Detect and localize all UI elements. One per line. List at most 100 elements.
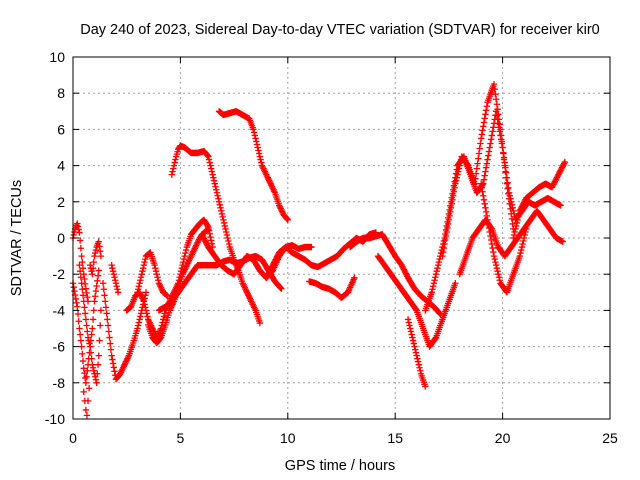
x-tick-label: 15: [387, 430, 403, 446]
data-point: [211, 180, 218, 187]
data-point: [521, 231, 528, 239]
data-point: [82, 406, 90, 414]
data-point: [79, 292, 87, 299]
data-point: [269, 261, 276, 269]
data-point: [268, 263, 276, 270]
data-point: [495, 274, 503, 281]
data-point: [142, 304, 149, 311]
data-point: [472, 175, 479, 182]
data-point: [410, 340, 418, 347]
data-point: [440, 244, 448, 252]
data-point: [110, 364, 118, 371]
data-point: [84, 334, 92, 341]
data-point: [216, 201, 223, 209]
data-point: [456, 162, 463, 169]
data-point: [171, 159, 178, 166]
data-point: [252, 135, 259, 142]
data-point: [85, 337, 92, 344]
data-point: [446, 212, 453, 220]
data-point: [497, 132, 505, 139]
data-point: [518, 246, 525, 254]
data-point: [80, 298, 87, 305]
data-point: [415, 361, 423, 368]
data-point: [78, 343, 85, 350]
data-point: [74, 310, 82, 318]
data-point: [510, 231, 518, 239]
y-tick-label: -8: [53, 375, 66, 391]
data-point: [412, 346, 419, 353]
data-point: [483, 103, 491, 110]
data-point: [477, 180, 485, 187]
y-tick-label: -10: [45, 411, 65, 427]
data-point: [552, 177, 559, 184]
data-point: [432, 274, 439, 281]
data-point: [250, 129, 258, 136]
data-point: [482, 107, 490, 114]
data-point: [493, 264, 501, 272]
data-point: [492, 96, 500, 103]
data-point: [454, 171, 461, 178]
data-point: [215, 195, 222, 202]
data-point: [270, 260, 277, 267]
data-point: [487, 236, 495, 244]
data-point: [432, 271, 440, 278]
data-point: [134, 322, 142, 329]
series-track-e: [86, 238, 105, 278]
data-point: [107, 340, 114, 347]
series-track-p: [306, 274, 358, 301]
series-track-v: [456, 207, 566, 278]
data-point: [112, 277, 119, 284]
data-point: [549, 182, 556, 190]
data-point: [505, 190, 512, 197]
data-point: [220, 219, 228, 227]
data-point: [225, 237, 232, 245]
data-point: [455, 165, 463, 172]
data-point: [80, 388, 87, 396]
data-point: [267, 266, 274, 273]
data-point: [501, 162, 508, 169]
data-point: [481, 200, 488, 208]
data-point: [103, 310, 110, 317]
data-point: [274, 252, 281, 259]
data-point: [99, 280, 107, 287]
data-point: [516, 207, 523, 215]
data-point: [114, 289, 122, 296]
data-point: [439, 252, 446, 260]
data-point: [517, 249, 524, 257]
y-tick-label: -4: [53, 302, 66, 318]
data-point: [445, 216, 453, 224]
data-point: [495, 116, 503, 123]
data-point: [522, 228, 529, 236]
series-track-u: [439, 80, 517, 260]
data-point: [210, 177, 218, 184]
data-point: [407, 325, 414, 332]
data-point: [479, 181, 486, 188]
data-point: [488, 240, 496, 248]
data-point: [482, 168, 489, 175]
data-point: [207, 233, 214, 241]
data-point: [480, 192, 487, 199]
data-point: [402, 270, 410, 277]
data-point: [479, 127, 486, 134]
data-point: [97, 248, 104, 255]
data-point: [202, 238, 209, 245]
data-point: [558, 164, 566, 171]
data-point: [435, 258, 443, 266]
data-point: [89, 264, 97, 272]
data-point: [492, 91, 499, 98]
data-point: [439, 248, 447, 256]
data-point: [224, 234, 231, 242]
data-point: [109, 267, 117, 275]
data-point: [273, 254, 280, 262]
data-point: [457, 159, 464, 166]
y-tick-labels: -10 -8 -6 -4 -2 0 2 4 6 8 10: [45, 49, 65, 427]
data-point: [494, 267, 501, 275]
data-point: [518, 243, 526, 251]
series-track-j: [144, 225, 212, 347]
grid-lines: [73, 57, 610, 419]
data-point: [141, 258, 148, 266]
data-point: [444, 224, 451, 232]
data-point: [144, 313, 151, 320]
data-point: [554, 172, 561, 180]
data-point: [308, 243, 315, 251]
